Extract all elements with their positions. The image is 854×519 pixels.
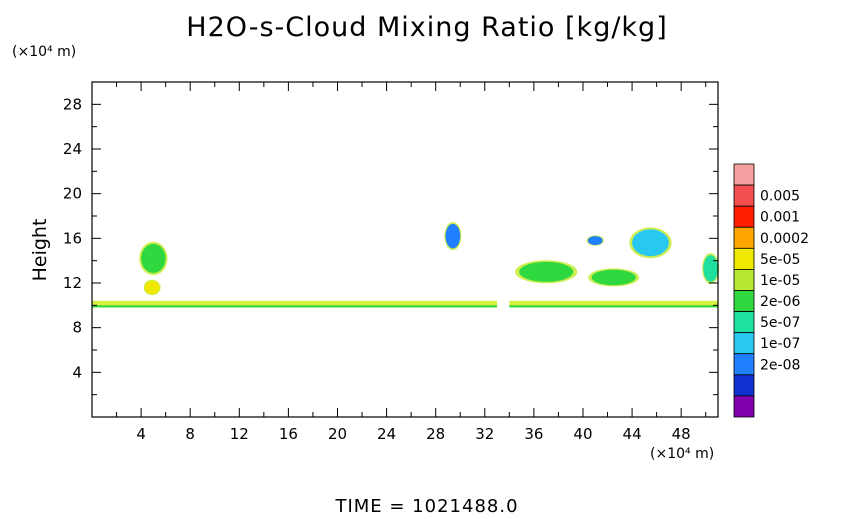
x-tick-label: 36 [524,425,543,443]
x-tick-label: 48 [672,425,691,443]
x-tick-label: 8 [185,425,195,443]
colorbar-swatch [733,374,755,397]
x-tick-label: 4 [136,425,146,443]
cloud-blob [141,243,166,273]
y-tick-label: 28 [63,95,82,113]
colorbar-label: 0.005 [760,189,800,205]
cloud-blob [519,261,574,282]
x-tick-label: 12 [230,425,249,443]
x-tick-label: 32 [475,425,494,443]
colorbar-label: 1e-07 [760,336,800,352]
x-axis-unit: (×10⁴ m) [650,446,715,462]
colorbar-label: 0.001 [760,210,800,226]
colorbar-swatch [733,332,755,355]
colorbar-label: 5e-07 [760,315,800,331]
colorbar-swatch [733,163,755,186]
y-tick-label: 24 [63,140,82,158]
colorbar-swatch [733,290,755,312]
x-tick-label: 16 [279,425,298,443]
cloud-blob [445,223,461,249]
cloud-field [92,221,720,308]
chart-title: H2O-s-Cloud Mixing Ratio [kg/kg] [186,12,668,43]
colorbar-swatch [733,226,755,249]
colorbar: 0.005 0.001 0.0002 5e-05 1e-05 2e-06 5e-07 1e-0… [733,163,809,418]
cloud-blob [703,255,719,282]
cloud-layer-core [92,305,498,308]
cloud-blob [591,269,636,286]
cloud-layer-band [509,300,718,308]
colorbar-swatch [733,184,755,207]
cloud-blob [632,229,669,257]
x-tick-label: 28 [426,425,445,443]
x-tick-label: 24 [377,425,396,443]
colorbar-swatch [733,247,755,270]
colorbar-label: 2e-06 [760,294,800,310]
cloud-layer-core [509,305,718,308]
cloud-layer-band [92,300,498,308]
colorbar-label: 2e-08 [760,357,800,373]
y-tick-label: 4 [72,363,82,381]
colorbar-label: 1e-05 [760,273,800,289]
cloud-blob [144,280,160,295]
plot-frame [91,81,719,418]
colorbar-swatch [733,311,755,334]
y-tick-label: 16 [63,229,82,247]
time-label: TIME = 1021488.0 [335,496,519,517]
x-tick-label: 40 [573,425,592,443]
colorbar-label: 5e-05 [760,252,800,268]
y-axis-unit: (×10⁴ m) [12,44,77,60]
colorbar-swatch [733,353,755,376]
cloud-blob [587,236,603,246]
colorbar-label: 0.0002 [760,231,809,247]
colorbar-swatch [733,205,755,228]
y-tick-label: 12 [63,274,82,292]
colorbar-swatch [733,395,755,418]
y-tick-label: 8 [72,319,82,337]
y-tick-label: 20 [63,185,82,203]
colorbar-swatch [733,269,755,291]
x-tick-label: 20 [328,425,347,443]
x-tick-label: 44 [623,425,642,443]
